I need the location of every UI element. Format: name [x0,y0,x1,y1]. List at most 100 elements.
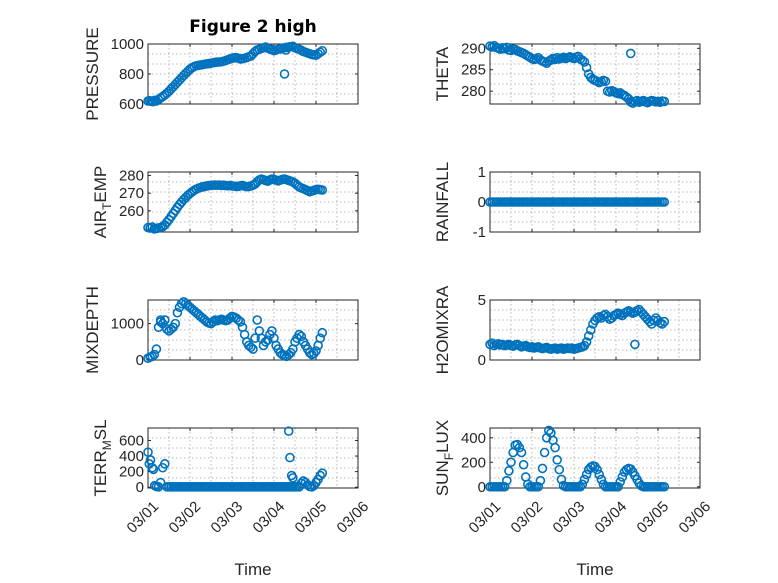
y-axis-label-rest: LUX [433,420,452,453]
y-tick-label: 290 [461,40,486,57]
data-point [533,481,544,492]
data-point [260,337,271,347]
y-axis-label: H2OMIXRA [433,285,452,374]
data-point [659,481,670,492]
x-tick-label: 03/01 [124,498,163,537]
subplot-8: 0 200 400 03/01 03/02 03/03 03/04 03/05 03/06 SUN… [433,420,714,579]
y-axis-label-main: TERR [91,450,110,496]
axes-box [489,43,701,105]
data-point [294,329,305,340]
data-point [176,298,187,309]
y-axis-label-rest: SL [91,419,110,440]
y-tick-label: 0 [478,194,486,211]
x-tick-label: 03/04 [250,498,289,537]
axes-box [489,427,701,489]
y-tick-label: 0 [478,352,486,369]
y-tick-label: 1 [478,164,486,181]
data-point [250,333,260,343]
y-axis-label: TERRMSL [91,419,114,496]
data-point [279,69,290,79]
data-point [648,315,659,326]
data-point [155,477,166,488]
data-point [246,342,256,353]
data-point [537,463,548,474]
data-point [577,479,588,490]
y-tick-label: 5 [478,292,486,309]
data-point [575,481,586,492]
y-tick-label: 200 [119,464,144,481]
axes-box [147,299,359,361]
subplot-6: 0 5 H2OMIXRA [433,285,701,374]
x-tick-label: 03/02 [508,498,547,537]
data-point [583,331,594,341]
data-point [506,457,516,468]
data-point [579,474,590,485]
data-point [585,325,596,335]
y-tick-label: 0 [136,479,144,496]
y-axis-label: PRESSURE [83,27,102,121]
y-axis-label: MIXDEPTH [83,286,102,374]
y-tick-label: 285 [461,62,486,79]
data-point [317,185,328,195]
y-axis-label: THETA [433,46,452,101]
data-point [550,54,560,65]
data-point [659,197,670,207]
data-point [162,324,172,334]
y-axis-label: RAINFALL [433,162,452,242]
data-point [659,96,670,107]
data-point [315,333,326,343]
data-point [535,475,546,486]
data-point [296,331,307,342]
data-point [592,464,602,475]
y-tick-label: 280 [119,168,144,185]
y-tick-label: 0 [136,352,144,369]
y-axis-label: SUNFLUX [433,420,456,496]
data-point [311,346,321,356]
x-tick-label: 03/03 [208,498,247,537]
x-tick-label: 03/06 [334,498,373,537]
y-axis-label-subscript: T [100,202,114,210]
data-point [552,455,563,465]
data-point [596,474,607,485]
y-tick-label: 800 [119,66,144,83]
data-point [304,347,315,358]
data-point [581,469,592,480]
data-point [147,462,157,473]
data-point [577,55,588,66]
data-point [315,47,326,58]
data-point [285,452,295,463]
subplot-1: 600 800 1000 PRESSURE Figure 2 high [83,17,359,121]
y-tick-label: 600 [119,96,144,113]
data-point [262,335,273,345]
x-tick-label: 03/04 [592,498,631,537]
data-point [160,315,170,325]
data-point [252,315,263,325]
data-point [659,316,670,327]
data-point [554,464,565,475]
subplot-2: 280 285 290 THETA [433,40,701,108]
data-point [543,425,554,436]
data-point [514,442,525,453]
axes-box [147,171,359,233]
y-tick-label: -1 [473,224,486,241]
data-point [602,311,613,322]
x-tick-label: 03/03 [550,498,589,537]
subplot-4: -1 0 1 RAINFALL [433,162,701,242]
data-point [615,477,626,487]
data-point [625,48,636,59]
data-point [556,474,567,485]
x-axis-label: Time [234,560,271,579]
data-point [147,351,157,362]
data-point [151,344,162,354]
y-axis-label-subscript: F [442,453,456,460]
data-point [539,447,550,458]
y-tick-label: 260 [119,203,144,220]
subplot-5: 0 1000 MIXDEPTH [83,286,359,374]
x-tick-label: 03/01 [466,498,505,537]
y-tick-label: 600 [119,432,144,449]
data-point [579,57,590,67]
data-point [233,315,244,325]
data-point [149,349,160,360]
